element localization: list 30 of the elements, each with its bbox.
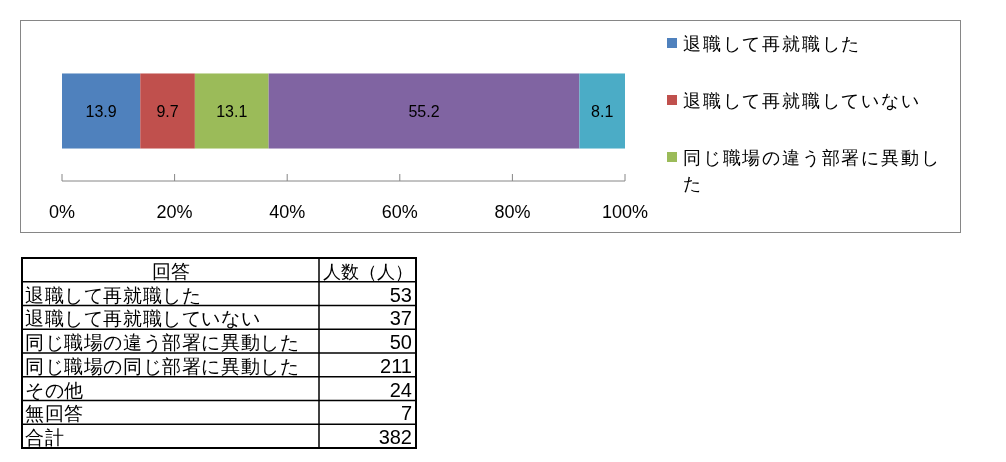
- tick-label: 80%: [494, 202, 531, 222]
- data-label: 13.1: [216, 103, 248, 120]
- tick-label: 100%: [602, 202, 648, 222]
- row-label: その他: [25, 379, 84, 401]
- row-value: 211: [380, 354, 412, 377]
- table-header: 人数（人）: [322, 261, 413, 282]
- data-label: 13.9: [85, 103, 117, 120]
- row-value: 382: [378, 426, 412, 448]
- tick-label: 20%: [156, 202, 193, 222]
- row-label: 合計: [25, 427, 65, 448]
- legend-label: 同じ職場の違う部署に異動した: [683, 148, 941, 194]
- data-label: 55.2: [408, 103, 440, 120]
- data-label: 8.1: [591, 103, 614, 120]
- tick-label: 0%: [49, 202, 75, 222]
- row-value: 37: [389, 307, 412, 330]
- row-label: 同じ職場の同じ部署に異動した: [25, 355, 300, 377]
- row-value: 24: [389, 378, 412, 401]
- row-value: 50: [389, 331, 412, 353]
- data-label: 9.7: [156, 103, 179, 120]
- tick-label: 60%: [381, 202, 418, 222]
- table-header: 回答: [151, 260, 190, 282]
- tick-label: 40%: [269, 202, 306, 222]
- legend-label: 退職して再就職した: [683, 34, 862, 54]
- row-value: 7: [400, 402, 412, 425]
- legend-label: 退職して再就職していない: [683, 91, 921, 111]
- row-label: 同じ職場の違う部署に異動した: [25, 332, 300, 353]
- row-label: 退職して再就職した: [25, 284, 202, 306]
- row-label: 退職して再就職していない: [25, 308, 261, 330]
- row-label: 無回答: [25, 403, 84, 425]
- row-value: 53: [389, 283, 412, 306]
